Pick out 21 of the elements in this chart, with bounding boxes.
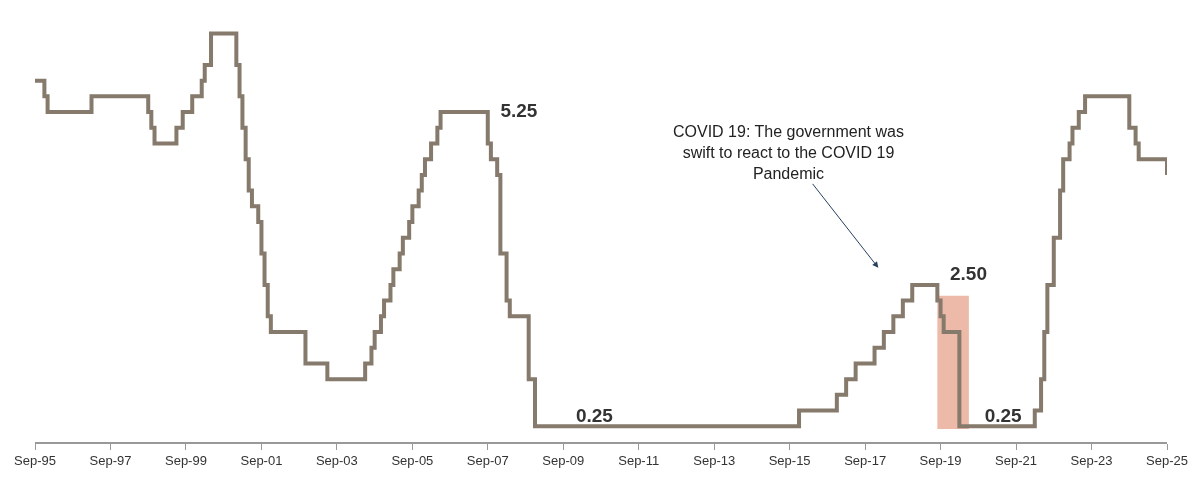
data-label: 2.50	[949, 263, 987, 285]
x-tick-label: Sep-97	[89, 453, 132, 469]
x-tick-label: Sep-19	[919, 453, 962, 469]
x-tick-label: Sep-07	[466, 453, 509, 469]
x-tick-label: Sep-21	[995, 453, 1038, 469]
x-tick-label: Sep-95	[14, 453, 56, 469]
x-tick-label: Sep-23	[1070, 453, 1113, 469]
x-tick-label: Sep-17	[844, 453, 887, 469]
x-tick-label: Sep-01	[240, 453, 283, 469]
x-tick-label: Sep-25	[1146, 453, 1188, 469]
data-label: 0.25	[575, 404, 614, 426]
data-label: 0.25	[984, 404, 1023, 426]
annotation: COVID 19: The government was swift to react to the COVID 19 Pandemic	[673, 123, 904, 182]
x-tick-label: Sep-09	[542, 453, 585, 469]
data-label: 5.25	[500, 99, 538, 121]
x-tick-label: Sep-13	[693, 453, 736, 469]
x-tick-label: Sep-11	[618, 453, 660, 469]
x-tick-label: Sep-03	[315, 453, 358, 469]
x-tick-label: Sep-05	[391, 453, 434, 469]
x-tick-label: Sep-15	[768, 453, 811, 469]
x-tick-label: Sep-99	[164, 453, 207, 469]
